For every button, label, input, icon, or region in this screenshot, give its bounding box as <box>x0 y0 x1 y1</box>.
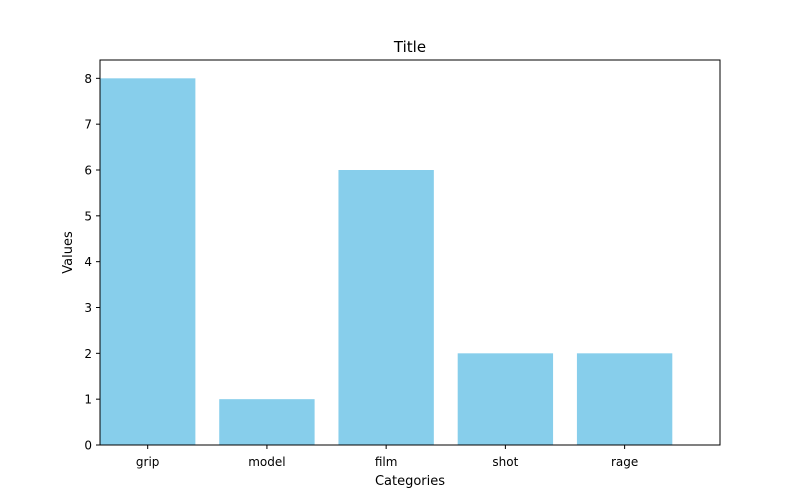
y-tick-label: 5 <box>84 209 92 223</box>
bar-film <box>338 170 434 445</box>
bar-grip <box>100 78 196 445</box>
plot-area-frame <box>99 59 721 446</box>
bar-rage <box>576 353 673 445</box>
y-tick-label: 0 <box>84 439 92 453</box>
bar-shot <box>457 353 554 445</box>
chart-title: Title <box>393 38 426 56</box>
y-ticks-group: 0 1 2 3 4 5 6 7 8 <box>84 72 100 453</box>
x-ticks-group: grip model film shot rage <box>136 445 638 469</box>
y-axis-label: Values <box>61 231 76 274</box>
x-tick-label: shot <box>492 455 518 469</box>
x-tick-label: rage <box>611 455 638 469</box>
y-tick-label: 2 <box>84 347 92 361</box>
x-tick-label: grip <box>136 455 160 469</box>
x-axis-label: Categories <box>375 474 445 489</box>
x-tick-label: film <box>375 455 398 469</box>
y-tick-label: 1 <box>84 393 92 407</box>
y-tick-label: 8 <box>84 72 92 86</box>
y-tick-label: 7 <box>84 118 92 132</box>
x-tick-label: model <box>248 455 285 469</box>
y-tick-label: 6 <box>84 164 92 178</box>
bar-model <box>219 399 315 445</box>
y-tick-label: 4 <box>84 255 92 269</box>
y-tick-label: 3 <box>84 301 92 315</box>
bars-group <box>100 78 673 445</box>
